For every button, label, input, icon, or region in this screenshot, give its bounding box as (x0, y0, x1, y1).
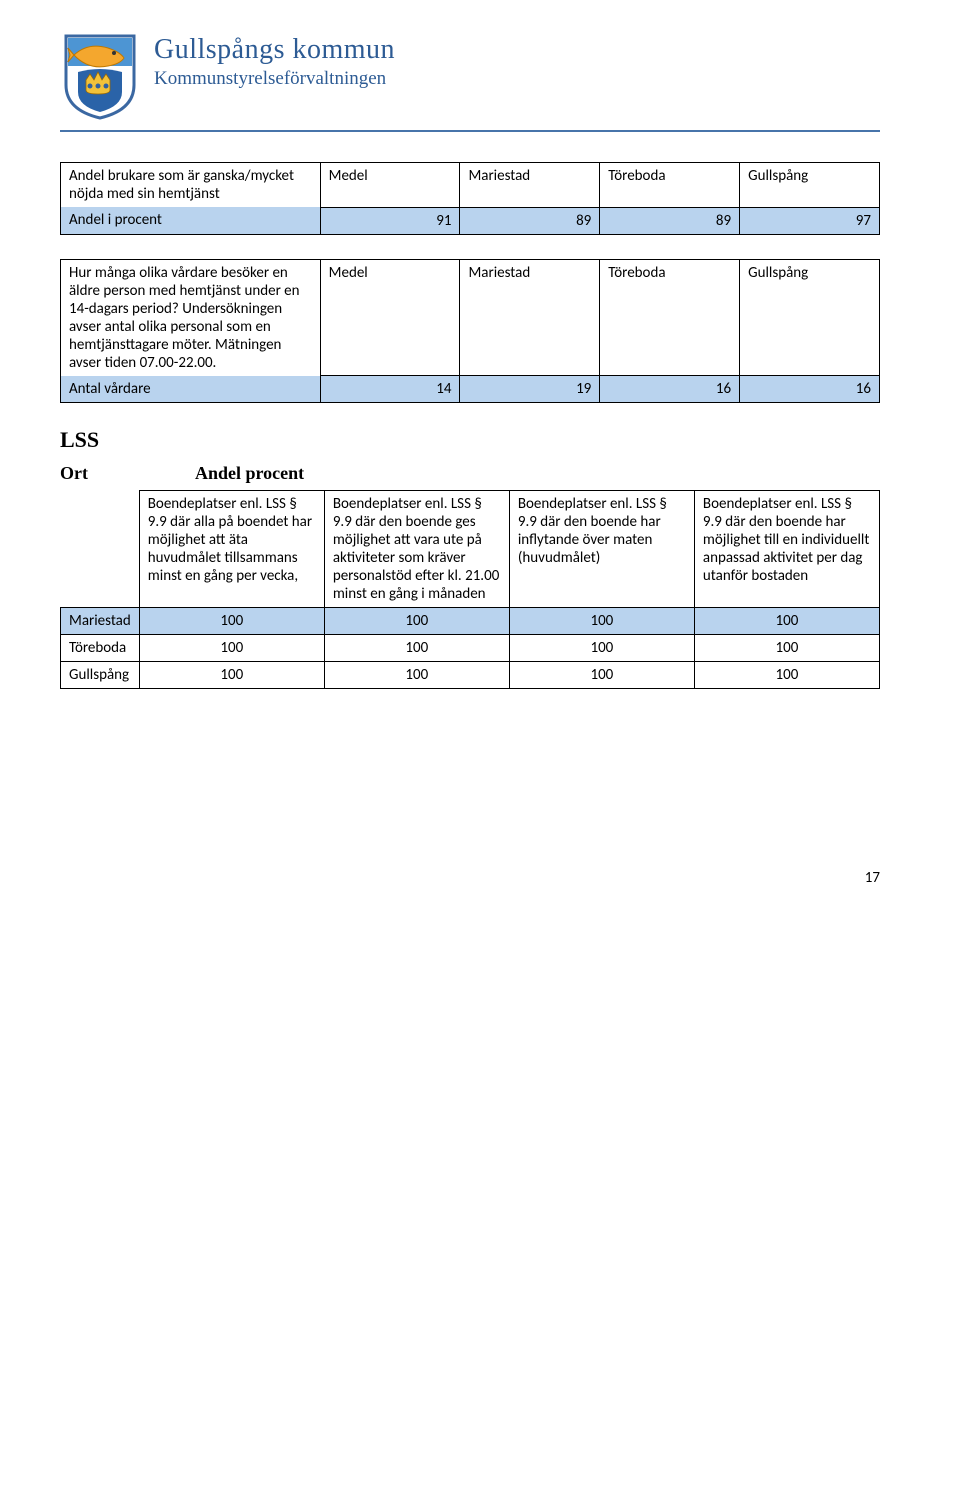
cell: 100 (139, 635, 324, 662)
cell: 100 (324, 662, 509, 689)
cell: 100 (694, 608, 879, 635)
row-label: Gullspång (61, 662, 140, 689)
cell: 100 (509, 608, 694, 635)
col-header: Medel (320, 163, 460, 208)
cell: 100 (509, 662, 694, 689)
letterhead: Gullspångs kommun Kommunstyrelseförvaltn… (60, 30, 880, 132)
col-header: Gullspång (740, 259, 880, 376)
row-label: Andel i procent (61, 207, 321, 234)
table-row: Boendeplatser enl. LSS § 9.9 där alla på… (61, 491, 880, 608)
table-row: Hur många olika vårdare besöker en äldre… (61, 259, 880, 376)
cell: 16 (740, 376, 880, 403)
row-label: Töreboda (61, 635, 140, 662)
col-header: Medel (320, 259, 460, 376)
row-label: Antal vårdare (61, 376, 321, 403)
table-row: Antal vårdare 14 19 16 16 (61, 376, 880, 403)
cell: 100 (324, 608, 509, 635)
lss-subhead: Ort Andel procent (60, 463, 880, 484)
table-lss: Boendeplatser enl. LSS § 9.9 där alla på… (60, 490, 880, 689)
cell: 97 (740, 207, 880, 234)
cell: 100 (139, 662, 324, 689)
andel-label: Andel procent (195, 463, 304, 484)
cell: 89 (600, 207, 740, 234)
table-desc: Andel brukare som är ganska/mycket nöjda… (61, 163, 321, 208)
cell: 100 (509, 635, 694, 662)
org-name: Gullspångs kommun (154, 34, 395, 66)
cell: 19 (460, 376, 600, 403)
col-header: Mariestad (460, 259, 600, 376)
col-header: Boendeplatser enl. LSS § 9.9 där alla på… (139, 491, 324, 608)
cell: 91 (320, 207, 460, 234)
blank-cell (61, 491, 140, 608)
table-row: Mariestad100100100100 (61, 608, 880, 635)
cell: 100 (324, 635, 509, 662)
cell: 100 (139, 608, 324, 635)
cell: 100 (694, 635, 879, 662)
table-desc: Hur många olika vårdare besöker en äldre… (61, 259, 321, 376)
col-header: Töreboda (600, 163, 740, 208)
col-header: Gullspång (740, 163, 880, 208)
row-label: Mariestad (61, 608, 140, 635)
table-row: Andel i procent 91 89 89 97 (61, 207, 880, 234)
cell: 89 (460, 207, 600, 234)
col-header: Mariestad (460, 163, 600, 208)
page-number: 17 (60, 869, 880, 887)
col-header: Boendeplatser enl. LSS § 9.9 där den boe… (694, 491, 879, 608)
col-header: Töreboda (600, 259, 740, 376)
ort-label: Ort (60, 463, 155, 484)
cell: 100 (694, 662, 879, 689)
municipal-crest-icon (60, 30, 140, 120)
table-row: Andel brukare som är ganska/mycket nöjda… (61, 163, 880, 208)
table-antal-vardare: Hur många olika vårdare besöker en äldre… (60, 259, 880, 404)
org-text-block: Gullspångs kommun Kommunstyrelseförvaltn… (154, 30, 395, 90)
col-header: Boendeplatser enl. LSS § 9.9 där den boe… (324, 491, 509, 608)
cell: 14 (320, 376, 460, 403)
section-heading-lss: LSS (60, 427, 880, 453)
col-header: Boendeplatser enl. LSS § 9.9 där den boe… (509, 491, 694, 608)
cell: 16 (600, 376, 740, 403)
table-row: Gullspång100100100100 (61, 662, 880, 689)
table-hemtjanst-nojd: Andel brukare som är ganska/mycket nöjda… (60, 162, 880, 235)
table-row: Töreboda100100100100 (61, 635, 880, 662)
org-subtitle: Kommunstyrelseförvaltningen (154, 68, 395, 90)
